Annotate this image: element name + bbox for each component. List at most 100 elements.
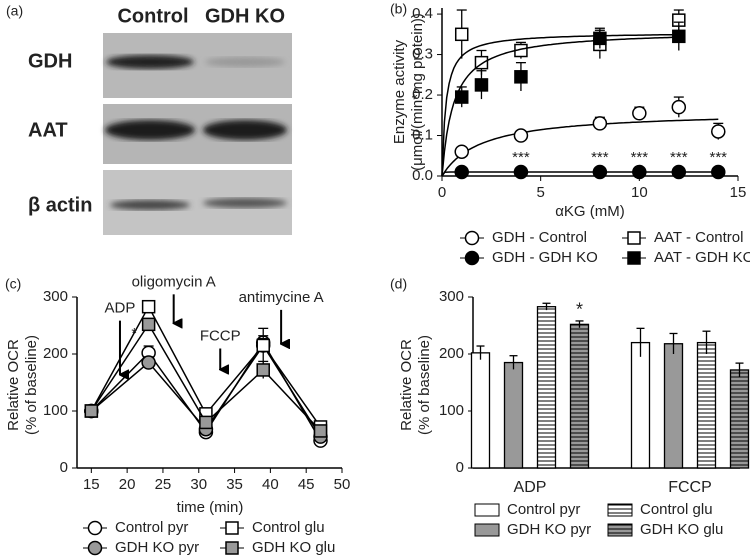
marker [632, 106, 647, 121]
marker [141, 317, 156, 332]
legend-label: GDH KO glu [640, 521, 723, 538]
marker [711, 164, 726, 180]
blot-panel: (a) Control GDH KO GDH AAT β actin [6, 3, 292, 235]
legend-label: GDH KO glu [252, 539, 335, 556]
bar [470, 352, 491, 469]
marker [256, 363, 270, 377]
legend-swatch [607, 523, 633, 537]
legend-label: GDH KO pyr [115, 539, 199, 556]
legend-marker [225, 541, 239, 555]
significance: *** [631, 149, 649, 166]
marker [632, 164, 647, 180]
y-tick-label: 300 [439, 288, 464, 305]
y-axis-label: (μmol/(min*mg protein)) [409, 13, 426, 171]
y-axis-label: Relative OCR [5, 339, 22, 431]
y-tick-label: 100 [439, 402, 464, 419]
marker [514, 70, 528, 84]
x-tick-label: 0 [438, 184, 446, 201]
fit-curve [441, 118, 719, 177]
band-label: AAT [28, 119, 68, 141]
x-tick-label: 35 [226, 476, 243, 493]
band [106, 55, 194, 69]
y-tick-label: 0.0 [412, 167, 433, 184]
legend-label: GDH KO pyr [507, 521, 591, 538]
band-label: β actin [28, 194, 92, 216]
marker [711, 124, 726, 139]
legend-label: GDH - Control [492, 229, 587, 246]
y-axis-label: (% of baseline) [416, 335, 433, 435]
lane-label: Control [117, 5, 188, 27]
marker [199, 415, 213, 430]
band [205, 57, 285, 67]
y-axis-label: (% of baseline) [23, 335, 40, 435]
lane-label: GDH KO [205, 5, 285, 27]
legend-marker [87, 540, 103, 556]
legend-swatch [474, 503, 500, 517]
x-tick-label: 40 [262, 476, 279, 493]
marker [592, 164, 608, 180]
band [203, 120, 287, 140]
x-tick-label: 20 [119, 476, 136, 493]
legend-swatch [474, 523, 500, 537]
marker [454, 164, 469, 180]
x-axis-label: αKG (mM) [555, 203, 625, 220]
significance: *** [512, 149, 530, 166]
marker [141, 299, 156, 314]
bar [663, 343, 684, 469]
significance: *** [591, 149, 609, 166]
bar [536, 306, 557, 469]
x-tick-label: 25 [155, 476, 172, 493]
marker [313, 424, 328, 438]
legend-marker [464, 230, 480, 246]
x-tick-label: 50 [334, 476, 351, 493]
y-axis-label: Relative OCR [398, 339, 415, 431]
arrow-label: FCCP [200, 327, 241, 344]
marker [141, 355, 156, 370]
significance: *** [710, 149, 728, 166]
marker [671, 99, 687, 115]
legend-marker [225, 521, 239, 535]
band-label: GDH [28, 50, 72, 72]
bar [630, 341, 651, 469]
band [110, 200, 190, 210]
bar [729, 369, 750, 469]
bar [503, 361, 524, 469]
panel-label: (c) [5, 276, 21, 292]
legend-marker [627, 251, 641, 265]
arrow-label: ADP [105, 300, 136, 317]
legend-swatch [607, 503, 633, 517]
marker [513, 164, 529, 180]
fit-curve [441, 33, 679, 177]
legend-label: AAT - Control [654, 229, 743, 246]
x-axis-label: time (min) [177, 499, 244, 516]
x-tick-label: 10 [631, 184, 648, 201]
x-tick-label: 15 [83, 476, 100, 493]
legend-label: Control glu [252, 519, 325, 536]
y-tick-label: 0.3 [412, 46, 433, 63]
y-tick-label: 200 [43, 345, 68, 362]
x-tick-label: 15 [730, 184, 747, 201]
x-tick-label: 30 [190, 476, 207, 493]
legend-label: GDH - GDH KO [492, 249, 598, 266]
marker [593, 31, 607, 46]
legend-marker [627, 231, 641, 245]
marker [672, 29, 686, 44]
y-tick-label: 200 [439, 345, 464, 362]
legend-label: Control pyr [507, 501, 580, 518]
marker [671, 164, 687, 180]
marker [454, 90, 469, 104]
panel-label: (a) [6, 3, 23, 19]
marker [454, 144, 469, 159]
bar [569, 323, 590, 469]
band [105, 120, 195, 140]
bar [696, 341, 717, 469]
x-tick-label: 5 [536, 184, 544, 201]
marker [474, 78, 489, 92]
y-tick-label: 0.1 [412, 126, 433, 143]
marker [513, 128, 529, 143]
y-tick-label: 0.4 [412, 5, 433, 22]
significance: *** [670, 149, 688, 166]
arrow-label: antimycine A [239, 289, 324, 306]
significance: * [576, 300, 583, 320]
